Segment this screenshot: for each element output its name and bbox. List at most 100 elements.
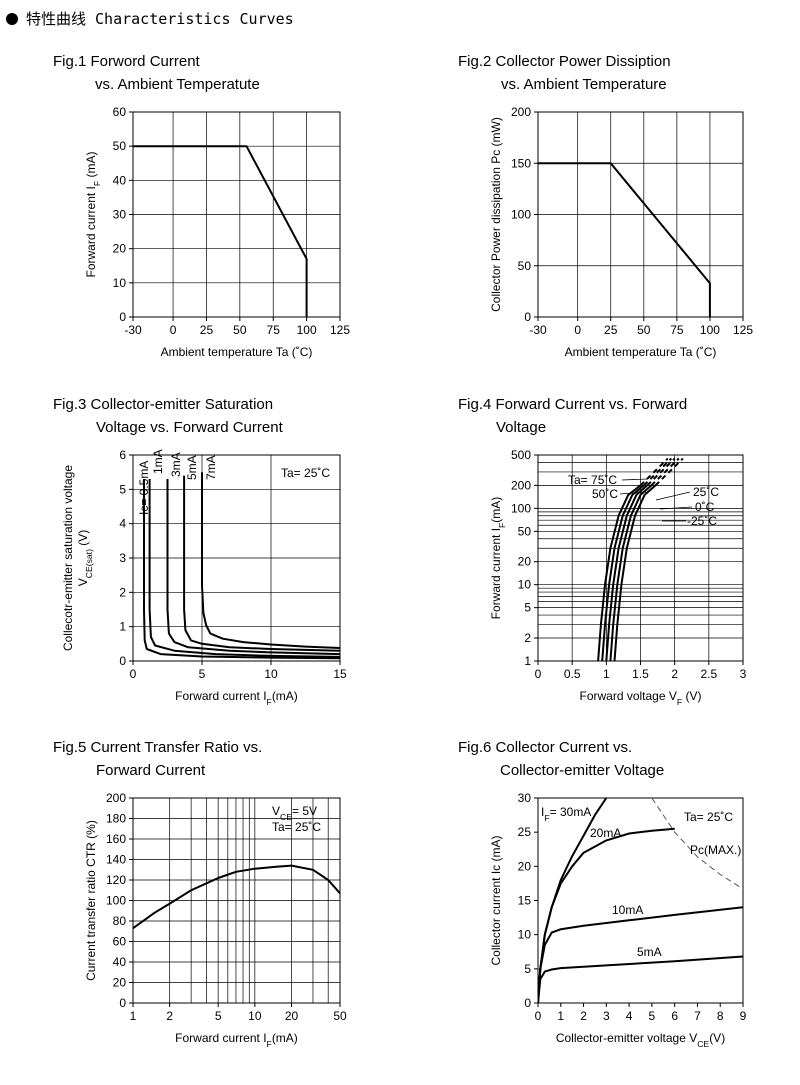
- fig5-ytick-label: 80: [113, 914, 127, 928]
- fig4-ytick-label: 2: [524, 631, 531, 645]
- fig1-ytick-label: 50: [113, 139, 127, 153]
- fig1-xlabel: Ambient temperature Ta (˚C): [161, 345, 313, 359]
- fig1-title-line2: vs. Ambient Temperatute: [95, 76, 260, 93]
- fig1-xtick-label: 100: [297, 323, 317, 337]
- fig2-xtick-label: 0: [574, 323, 581, 337]
- section-heading-text: 特性曲线 Characteristics Curves: [26, 10, 294, 28]
- fig1-ytick-label: 0: [119, 310, 126, 324]
- fig1-ytick-label: 60: [113, 105, 127, 119]
- fig3-ytick-label: 5: [119, 482, 126, 496]
- fig3-series-line: [183, 475, 340, 652]
- fig5-ytick-label: 160: [106, 832, 126, 846]
- fig6-series-line: [538, 827, 675, 1003]
- fig3-ytick-label: 3: [119, 551, 126, 565]
- fig6-xtick-label: 5: [649, 1009, 656, 1023]
- fig3-series-line: [143, 479, 340, 660]
- fig6-title-line1: Fig.6 Collector Current vs.: [458, 739, 633, 756]
- fig6-series-line: [538, 906, 743, 1003]
- fig5-xlabel: Forward current IF(mA): [175, 1031, 298, 1049]
- fig4-dashed-line: [639, 457, 669, 487]
- fig5-ytick-label: 180: [106, 812, 126, 826]
- fig3-xtick-label: 5: [199, 667, 206, 681]
- fig2-ytick-label: 150: [511, 156, 531, 170]
- fig1-xtick-label: 50: [233, 323, 247, 337]
- fig2-ytick-label: 200: [511, 105, 531, 119]
- fig4-ytick-label: 10: [518, 578, 532, 592]
- fig3-annotation: Ta= 25˚C: [281, 466, 330, 480]
- fig4-title-line1: Fig.4 Forward Current vs. Forward: [458, 396, 688, 413]
- fig4-ytick-label: 5: [524, 601, 531, 615]
- fig1-xtick-label: 25: [200, 323, 214, 337]
- fig4-xtick-label: 1.5: [632, 667, 649, 681]
- fig1-ytick-label: 20: [113, 242, 127, 256]
- fig6-series-label: IF= 30mA: [541, 805, 591, 823]
- fig4-leader-line: [619, 491, 647, 495]
- fig4-series-label: 50˚C: [592, 487, 618, 501]
- fig1-xtick-label: -30: [124, 323, 142, 337]
- fig5-ytick-label: 100: [106, 894, 126, 908]
- fig5-ytick-label: 200: [106, 791, 126, 805]
- fig3-ytick-label: 2: [119, 585, 126, 599]
- fig1-ytick-label: 40: [113, 173, 127, 187]
- fig6-dashed-line: [651, 798, 743, 890]
- fig4-leader-line: [621, 478, 649, 481]
- fig6-xlabel: Collector-emitter voltage VCE(V): [556, 1031, 725, 1049]
- fig3-title-line2: Voltage vs. Forward Current: [96, 419, 283, 436]
- fig6-xtick-label: 3: [603, 1009, 610, 1023]
- fig3-series-label: 5mA: [185, 455, 199, 480]
- fig5-ylabel: Current transfer ratio CTR (%): [84, 820, 98, 981]
- fig4-series-line: [613, 484, 657, 661]
- fig1-title-line1: Fig.1 Forword Current: [53, 53, 200, 70]
- fig2-ytick-label: 50: [518, 259, 532, 273]
- fig3-ytick-label: 6: [119, 448, 126, 462]
- fig6-plot-frame: [537, 797, 744, 1004]
- fig5-xtick-label: 20: [285, 1009, 299, 1023]
- fig2-ytick-label: 0: [524, 310, 531, 324]
- fig5-ytick-label: 20: [113, 976, 127, 990]
- fig2-title: Fig.2 Collector Power Dissiption vs. Amb…: [458, 50, 671, 96]
- fig4-leader-lines: [619, 478, 693, 522]
- fig6-xtick-label: 9: [740, 1009, 747, 1023]
- fig5-annotation: VCE= 5V: [272, 804, 317, 822]
- fig2-series-line: [538, 162, 711, 317]
- chart-5: 1 2 5 10 20 50 0 20 40 60 80 100 120 140 160 180 200 Forw…: [84, 791, 347, 1049]
- fig3-series-label: 7mA: [204, 455, 218, 480]
- fig1-ytick-label: 30: [113, 208, 127, 222]
- fig4-ytick-label: 20: [518, 555, 532, 569]
- fig6-ylabel: Collector current Ic (mA): [489, 835, 503, 965]
- fig3-xtick-label: 10: [264, 667, 278, 681]
- fig6-xtick-label: 4: [626, 1009, 633, 1023]
- fig6-xtick-label: 1: [557, 1009, 564, 1023]
- fig4-series-label: -25˚C: [687, 514, 717, 528]
- fig3-grid: [132, 454, 341, 662]
- fig6-title: Fig.6 Collector Current vs. Collector-em…: [458, 736, 664, 782]
- fig6-xtick-label: 7: [694, 1009, 701, 1023]
- fig3-series-line: [166, 479, 340, 656]
- fig5-ytick-label: 140: [106, 853, 126, 867]
- fig6-ytick-label: 30: [518, 791, 532, 805]
- fig6-ytick-label: 5: [524, 962, 531, 976]
- fig4-series-line: [601, 484, 645, 661]
- fig4-series-label: 25˚C: [693, 485, 719, 499]
- fig6-series-line: [538, 955, 743, 1003]
- fig6-ytick-label: 10: [518, 928, 532, 942]
- fig1-xtick-label: 75: [267, 323, 281, 337]
- fig3-series-label: Ic= 0.5mA: [137, 461, 151, 515]
- fig4-dashed-line: [650, 457, 680, 487]
- fig3-ytick-label: 0: [119, 654, 126, 668]
- fig4-series-line: [605, 484, 648, 661]
- fig6-xtick-label: 8: [717, 1009, 724, 1023]
- fig1-title: Fig.1 Forword Current vs. Ambient Temper…: [53, 50, 260, 96]
- fig4-ytick-label: 100: [511, 501, 531, 515]
- fig5-xtick-label: 2: [166, 1009, 173, 1023]
- fig4-ylabel: Forward current IF(mA): [489, 497, 507, 620]
- fig4-title-line2: Voltage: [496, 419, 547, 436]
- fig5-title-line1: Fig.5 Current Transfer Ratio vs.: [53, 739, 263, 756]
- fig5-xtick-label: 5: [215, 1009, 222, 1023]
- fig5-title-line2: Forward Current: [96, 762, 206, 779]
- fig3-series-line: [148, 479, 340, 658]
- fig5-ytick-label: 120: [106, 873, 126, 887]
- fig4-leader-line: [659, 506, 693, 510]
